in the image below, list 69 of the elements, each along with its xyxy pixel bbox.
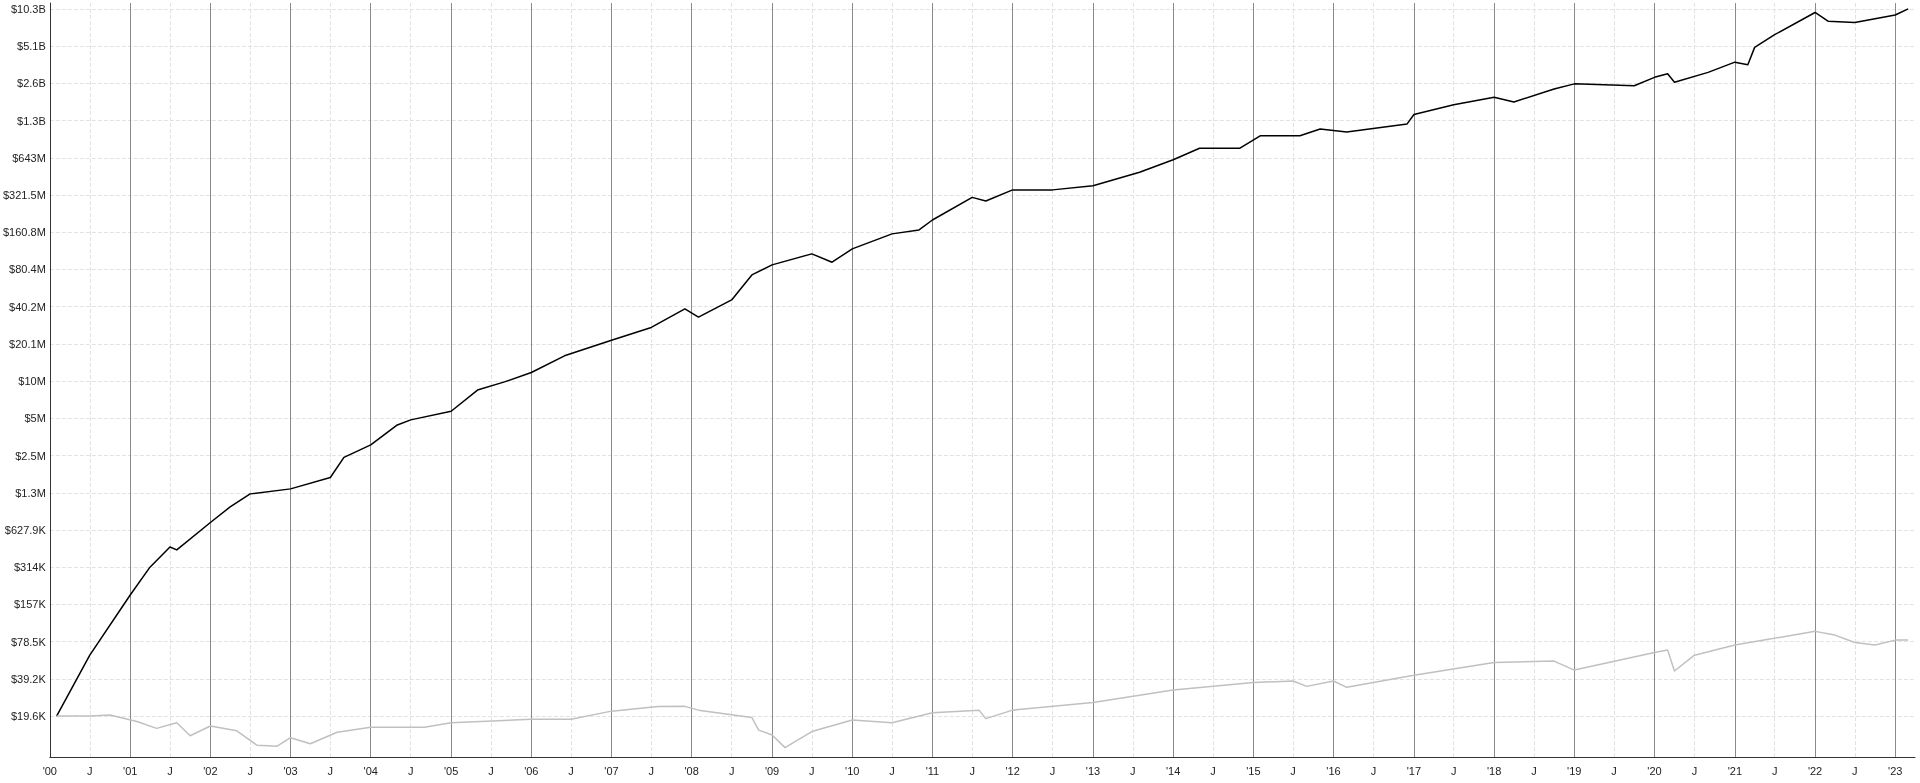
x-tick-label: J [167,764,173,777]
x-tick-label: '10 [845,764,860,777]
x-tick-label: '06 [524,764,539,777]
x-tick-label: J [327,764,334,777]
x-tick-label: J [1531,764,1537,777]
x-tick-label: '20 [1647,764,1662,777]
y-tick-label: $1.3M [15,486,46,499]
x-tick-label: '15 [1246,764,1261,777]
x-tick-label: '08 [684,764,699,777]
x-tick-label: '00 [42,764,57,777]
x-tick-label: '11 [925,764,940,777]
y-tick-label: $2.5M [15,449,46,462]
line-series [55,630,1909,749]
y-tick-label: $1.3B [17,114,46,127]
x-tick-label: J [1852,764,1858,777]
x-tick-label: J [728,764,735,777]
x-tick-label: J [1290,764,1296,777]
y-tick-label: $643M [12,151,46,164]
x-tick-label: '17 [1406,764,1422,777]
y-tick-label: $5.1B [17,40,46,53]
y-tick-label: $80.4M [9,263,46,276]
x-tick-label: J [648,764,655,777]
x-tick-label: '14 [1166,764,1181,777]
x-tick-label: '05 [443,764,459,777]
x-tick-label: '22 [1807,764,1823,777]
y-tick-label: $5M [24,412,46,425]
x-tick-label: '18 [1486,764,1502,777]
x-tick-label: J [87,764,93,777]
y-tick-label: $39.2K [10,672,47,685]
x-tick-label: J [1771,764,1778,777]
x-tick-label: J [568,764,574,777]
x-tick-label: '21 [1727,764,1743,777]
x-tick-label: '03 [283,764,298,777]
x-tick-label: J [889,764,895,777]
x-tick-label: J [1049,764,1056,777]
y-tick-label: $627.9K [4,523,47,536]
x-tick-label: '07 [604,764,619,777]
y-tick-label: $78.5K [10,635,47,648]
x-tick-label: J [247,764,253,777]
y-tick-label: $10M [18,375,46,388]
x-tick-label: '12 [1005,764,1020,777]
y-tick-label: $314K [14,561,47,574]
y-tick-label: $10.3B [10,2,46,15]
y-tick-label: $19.6K [10,710,47,723]
x-tick-label: J [969,764,975,777]
x-tick-label: '23 [1888,764,1903,777]
x-tick-label: '19 [1567,764,1582,777]
y-tick-label: $20.1M [9,337,46,350]
y-tick-label: $157K [14,598,47,611]
x-tick-label: J [488,764,494,777]
x-tick-label: '01 [123,764,138,777]
y-tick-label: $321.5M [3,189,46,202]
x-tick-label: '09 [764,764,780,777]
y-tick-label: $160.8M [3,226,46,239]
x-tick-label: '16 [1326,764,1341,777]
y-tick-label: $2.6B [17,77,46,90]
x-tick-label: J [1611,764,1617,777]
x-tick-label: J [1130,764,1136,777]
x-tick-label: J [407,764,414,777]
x-tick-label: '13 [1085,764,1101,777]
x-tick-label: J [1370,764,1377,777]
x-tick-label: J [1210,764,1216,777]
line-series [55,8,1909,717]
x-tick-label: J [809,764,815,777]
y-tick-label: $40.2M [9,300,46,313]
x-tick-label: '02 [203,764,218,777]
x-tick-label: '04 [363,764,378,777]
x-tick-label: J [1691,764,1698,777]
x-tick-label: J [1450,764,1457,777]
